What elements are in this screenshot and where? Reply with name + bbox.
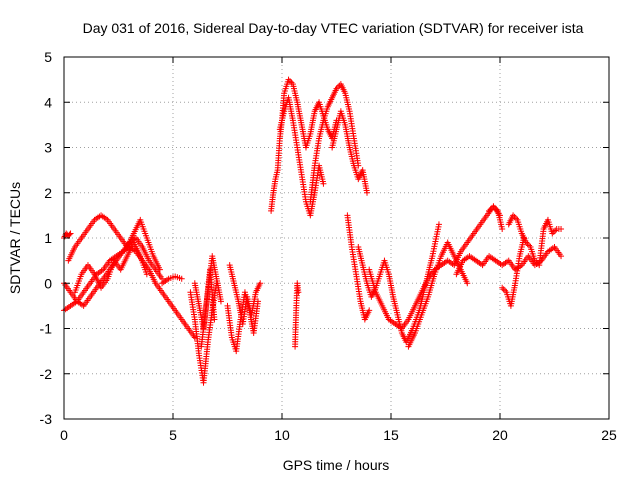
data-point <box>366 307 373 314</box>
x-tick-label: 20 <box>492 427 508 443</box>
y-tick-label: 3 <box>44 140 52 156</box>
data-point <box>558 253 565 260</box>
data-point <box>295 289 302 296</box>
data-point <box>67 230 74 237</box>
grid-lines <box>64 57 609 419</box>
x-tick-label: 0 <box>60 427 68 443</box>
axis-ticks: 0 5 10 15 20 25 -3 -2 -1 0 1 2 3 4 5 <box>40 49 617 443</box>
data-point <box>143 271 150 278</box>
data-point <box>558 225 565 232</box>
data-point-trail <box>552 227 559 234</box>
data-point <box>499 225 506 232</box>
data-point-trail <box>500 286 507 293</box>
data-points <box>61 76 565 386</box>
y-tick-label: 4 <box>44 94 52 110</box>
data-point-trail <box>66 231 73 238</box>
data-point <box>211 316 218 323</box>
x-tick-label: 25 <box>601 427 617 443</box>
y-tick-label: 2 <box>44 185 52 201</box>
data-point <box>156 266 163 273</box>
x-tick-label: 5 <box>169 427 177 443</box>
data-point <box>464 280 471 287</box>
y-tick-label: 5 <box>44 49 52 65</box>
x-tick-label: 15 <box>383 427 399 443</box>
y-tick-label: 0 <box>44 275 52 291</box>
data-point <box>178 275 185 282</box>
y-tick-label: -1 <box>40 321 53 337</box>
y-tick-label: 1 <box>44 230 52 246</box>
x-tick-label: 10 <box>274 427 290 443</box>
x-axis-label: GPS time / hours <box>283 457 390 473</box>
data-point <box>320 180 327 187</box>
y-axis-label: SDTVAR / TECUs <box>7 182 23 294</box>
data-point <box>435 221 442 228</box>
chart-title: Day 031 of 2016, Sidereal Day-to-day VTE… <box>83 20 584 36</box>
y-tick-label: -3 <box>40 411 53 427</box>
data-point <box>217 298 224 305</box>
data-point <box>364 189 371 196</box>
y-tick-label: -2 <box>40 366 53 382</box>
data-point <box>257 280 264 287</box>
